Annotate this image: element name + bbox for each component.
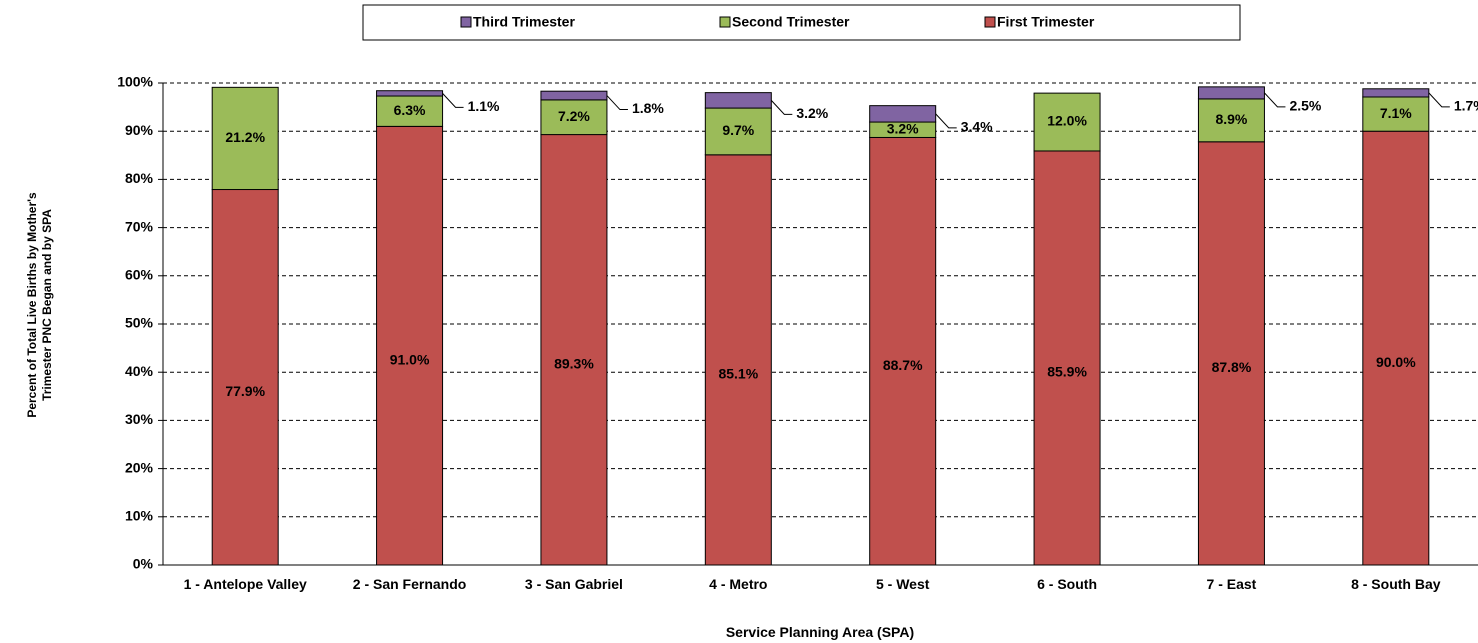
data-label: 1.7% [1454, 98, 1478, 114]
data-label: 90.0% [1376, 354, 1416, 370]
data-label: 87.8% [1212, 359, 1252, 375]
y-tick-label: 50% [125, 315, 154, 331]
legend-swatch [719, 16, 731, 28]
x-axis-title: Service Planning Area (SPA) [725, 624, 915, 640]
x-tick-label: 5 - West [875, 576, 930, 592]
data-label: 91.0% [390, 351, 430, 367]
y-axis-title: Percent of Total Live Births by Mother's… [25, 192, 54, 418]
y-tick-label: 0% [133, 556, 154, 572]
bar-segment [1197, 141, 1265, 566]
bar-segment [540, 134, 608, 566]
legend-swatch [460, 16, 472, 28]
bar-segment [376, 95, 444, 127]
x-tick-label: 4 - Metro [709, 576, 768, 592]
data-label: 3.4% [961, 119, 993, 135]
data-label: 9.7% [722, 122, 754, 138]
x-tick-label: 8 - South Bay [1351, 576, 1441, 592]
data-label: 3.2% [796, 105, 828, 121]
legend-label: First Trimester [997, 14, 1095, 30]
bar-segment [376, 125, 444, 566]
bar-segment [211, 189, 279, 566]
data-label: 1.1% [468, 98, 500, 114]
data-label: 85.1% [718, 366, 758, 382]
x-tick-label: 1 - Antelope Valley [183, 576, 307, 592]
leader-line [442, 93, 464, 108]
data-label: 3.2% [887, 120, 919, 136]
bar-segment [704, 154, 772, 566]
y-tick-label: 60% [125, 267, 154, 283]
data-label: 7.2% [558, 108, 590, 124]
data-label: 89.3% [554, 355, 594, 371]
bar-segment [869, 136, 937, 566]
data-label: 7.1% [1380, 105, 1412, 121]
leader-line [1428, 92, 1450, 108]
y-tick-label: 20% [125, 459, 154, 475]
data-label: 88.7% [883, 357, 923, 373]
y-tick-label: 30% [125, 411, 154, 427]
data-label: 8.9% [1215, 111, 1247, 127]
legend-swatch [984, 16, 996, 28]
data-label: 12.0% [1047, 113, 1087, 129]
bar-segment [704, 107, 772, 156]
bar-segment [1362, 96, 1430, 132]
x-tick-label: 2 - San Fernando [352, 576, 467, 592]
data-label: 1.8% [632, 100, 664, 116]
bar-segment [1197, 98, 1265, 143]
bar-segment [704, 92, 772, 109]
data-label: 85.9% [1047, 364, 1087, 380]
y-tick-label: 90% [125, 122, 154, 138]
bar-segment [540, 99, 608, 136]
data-label: 21.2% [225, 129, 265, 145]
legend-label: Third Trimester [473, 14, 575, 30]
x-tick-label: 3 - San Gabriel [524, 576, 623, 592]
x-tick-label: 6 - South [1037, 576, 1097, 592]
bar-segment [1362, 88, 1430, 98]
leader-line [935, 113, 957, 129]
bar-segment [540, 90, 608, 101]
y-tick-label: 100% [117, 74, 153, 90]
y-tick-label: 10% [125, 508, 154, 524]
bar-segment [1197, 86, 1265, 100]
y-tick-label: 80% [125, 170, 154, 186]
bar-segment [1362, 130, 1430, 566]
leader-line [1264, 92, 1286, 108]
data-label: 6.3% [394, 102, 426, 118]
bar-segment [376, 90, 444, 97]
leader-line [770, 100, 793, 115]
bar-segment [1033, 150, 1101, 566]
y-tick-label: 40% [125, 363, 154, 379]
leader-line [606, 95, 628, 111]
legend-box [362, 4, 1241, 41]
y-tick-label: 70% [125, 218, 154, 234]
bar-segment [211, 86, 279, 191]
legend-label: Second Trimester [732, 14, 850, 30]
bar-segment [869, 105, 937, 123]
data-label: 77.9% [225, 383, 265, 399]
bar-segment [1033, 92, 1101, 152]
x-tick-label: 7 - East [1206, 576, 1257, 592]
data-label: 2.5% [1289, 98, 1321, 114]
